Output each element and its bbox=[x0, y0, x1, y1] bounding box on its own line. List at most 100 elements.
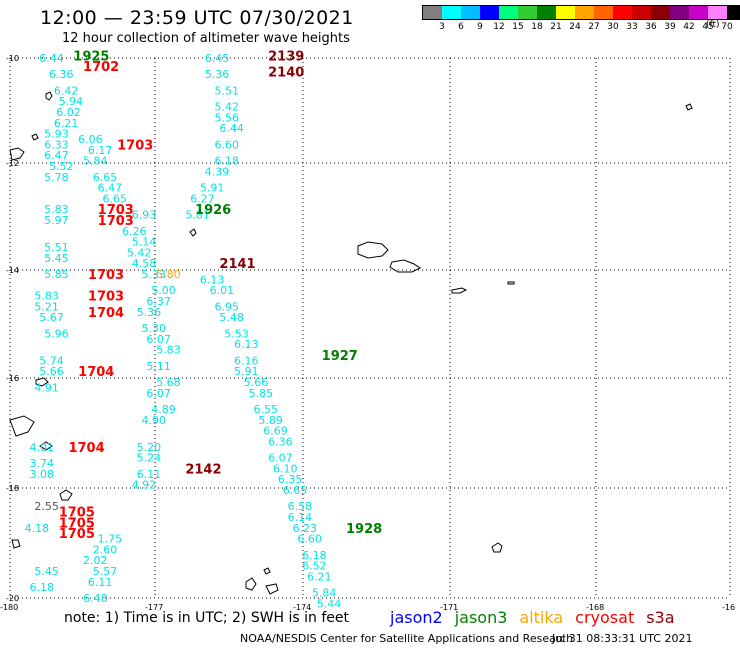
island-w2 bbox=[31, 133, 39, 141]
lon-label: -180 bbox=[0, 603, 18, 612]
coastlines bbox=[9, 91, 693, 595]
swh-value: 5.20 bbox=[137, 441, 162, 454]
pass-time-label: 1704 bbox=[68, 441, 104, 456]
swh-value: 6.69 bbox=[263, 425, 288, 438]
pass-time-label: 1926 bbox=[195, 203, 231, 218]
legend-swatch bbox=[556, 6, 575, 19]
swh-value: 5.91 bbox=[234, 365, 259, 378]
swh-value: 4.90 bbox=[141, 414, 166, 427]
pass-time-label: 1703 bbox=[88, 290, 124, 305]
swh-value: 6.02 bbox=[56, 106, 81, 119]
swh-value: 5.56 bbox=[215, 111, 240, 124]
pass-time-label: 1928 bbox=[346, 522, 382, 537]
swh-value: 5.78 bbox=[44, 171, 68, 184]
lon-label: -174 bbox=[293, 603, 311, 612]
swh-value: 6.07 bbox=[146, 387, 171, 400]
swh-value: 6.16 bbox=[234, 354, 259, 367]
swh-value: 5.21 bbox=[34, 300, 59, 313]
island-niue bbox=[491, 542, 503, 553]
pass-time-label: 1703 bbox=[98, 214, 134, 229]
island-nw bbox=[45, 91, 53, 101]
satellite-name: cryosat bbox=[575, 608, 635, 627]
swh-value: 4.92 bbox=[132, 479, 157, 492]
legend-label: 42 bbox=[683, 22, 695, 32]
legend-label: 30 bbox=[607, 22, 619, 32]
swh-value: 6.55 bbox=[254, 403, 279, 416]
lat-label: -10 bbox=[6, 54, 19, 63]
legend-label: 33 bbox=[626, 22, 638, 32]
island-lau3 bbox=[39, 441, 53, 451]
swh-value: 6.13 bbox=[234, 338, 259, 351]
lon-label: -177 bbox=[145, 603, 163, 612]
swh-value: 5.42 bbox=[215, 101, 240, 114]
swh-value: 5.94 bbox=[59, 95, 83, 108]
swh-value: 5.96 bbox=[44, 327, 68, 340]
legend-swatch bbox=[575, 6, 594, 19]
legend-label: 24 bbox=[569, 22, 581, 32]
swh-value: 6.23 bbox=[292, 522, 317, 535]
swh-value: 1.75 bbox=[98, 533, 123, 546]
satellite-legend: jason2 jason3 altika cryosat s3a bbox=[390, 608, 687, 627]
swh-value: 6.11 bbox=[137, 468, 162, 481]
swh-value: 6.06 bbox=[78, 133, 103, 146]
swh-value: 4.58 bbox=[132, 257, 157, 270]
swh-value: 6.18 bbox=[302, 549, 327, 562]
legend-swatch bbox=[518, 6, 537, 19]
legend-label: 39 bbox=[664, 22, 676, 32]
swh-value-altika: 5.80 bbox=[156, 268, 181, 281]
swh-value: 2.60 bbox=[93, 543, 118, 556]
pass-time-label: 1705 bbox=[59, 506, 95, 521]
legend-swatch bbox=[651, 6, 670, 19]
swh-value: 6.01 bbox=[210, 284, 235, 297]
swh-value: 6.33 bbox=[44, 138, 68, 151]
legend-swatch bbox=[632, 6, 651, 19]
swh-value: 6.07 bbox=[268, 452, 293, 465]
swh-value: 5.30 bbox=[141, 322, 166, 335]
legend-label: 15 bbox=[512, 22, 524, 32]
pass-time-label: 2142 bbox=[185, 462, 221, 477]
swh-value: 5.93 bbox=[44, 128, 68, 141]
pass-time-label: 2141 bbox=[219, 257, 255, 272]
island-upolu bbox=[389, 259, 421, 273]
swh-value: 5.89 bbox=[258, 414, 283, 427]
legend-swatch bbox=[499, 6, 518, 19]
legend-swatch bbox=[537, 6, 556, 19]
pass-time-label: 1927 bbox=[322, 349, 358, 364]
lat-label: -18 bbox=[6, 484, 19, 493]
swh-value: 5.51 bbox=[215, 84, 240, 97]
island-tutuila bbox=[451, 287, 468, 294]
swh-value: 5.91 bbox=[200, 182, 225, 195]
swh-value: 5.74 bbox=[39, 354, 64, 367]
swh-value: 5.45 bbox=[34, 565, 59, 578]
island-tonga2 bbox=[265, 583, 279, 595]
swh-value: 6.58 bbox=[288, 500, 313, 513]
map-frame bbox=[9, 57, 731, 599]
swh-value: 5.81 bbox=[185, 209, 210, 222]
axis-labels: -10 -12 -14 -16 -18 -20-180 -177 -174 -171 -168 -1… bbox=[0, 54, 735, 612]
island-tonga1 bbox=[245, 577, 257, 591]
legend-label: 70 bbox=[721, 22, 733, 32]
swh-value: 5.85 bbox=[249, 387, 274, 400]
swh-value: 6.10 bbox=[273, 462, 298, 475]
swh-value: 6.35 bbox=[278, 473, 303, 486]
legend-swatch bbox=[613, 6, 632, 19]
satellite-name: jason3 bbox=[454, 608, 508, 627]
island-w1 bbox=[9, 147, 25, 161]
swh-value: 5.66 bbox=[39, 365, 64, 378]
legend-label: 36 bbox=[645, 22, 657, 32]
pass-time-label: 1704 bbox=[78, 365, 114, 380]
legend-color-bar bbox=[422, 5, 740, 20]
credit-line: NOAA/NESDIS Center for Satellite Applica… bbox=[240, 632, 574, 645]
lon-label: -16 bbox=[722, 603, 735, 612]
legend-swatch bbox=[594, 6, 613, 19]
pass-time-label: 1703 bbox=[88, 268, 124, 283]
island-manua bbox=[507, 281, 515, 285]
legend-swatch bbox=[708, 6, 727, 19]
swh-value: 5.14 bbox=[132, 236, 157, 249]
swh-value: 6.65 bbox=[93, 171, 118, 184]
swh-value: 6.44 bbox=[219, 122, 244, 135]
island-lau4 bbox=[59, 489, 73, 501]
island-lau2 bbox=[35, 377, 49, 387]
swh-value: 5.36 bbox=[205, 68, 230, 81]
